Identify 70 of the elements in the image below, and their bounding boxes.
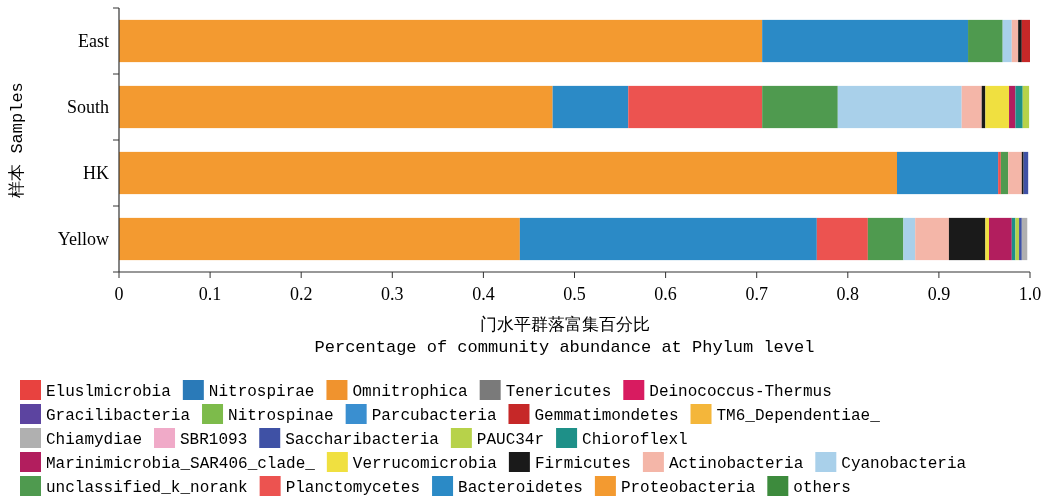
legend-label: Parcubacteria [371, 407, 497, 425]
x-axis-title: 门水平群落富集百分比 Percentage of community abundance at Phylum level [314, 315, 815, 357]
bar [915, 217, 949, 261]
bar [903, 217, 916, 261]
legend-label: Proteobacteria [620, 479, 756, 496]
legend-label: Bacteroidetes [458, 479, 583, 496]
legend-label: unclassified_k_norank [46, 479, 248, 496]
legend-label: Deinococcus-Thermus [649, 383, 832, 401]
legend-label: Cyanobacteria [841, 455, 967, 473]
bar [896, 151, 999, 195]
y-tick-label: South [66, 97, 109, 117]
bar [1015, 85, 1023, 129]
legend-label: Planctomycetes [285, 479, 421, 496]
legend-label: Gracilibacteria [46, 407, 191, 425]
x-tick-label: 0.3 [381, 284, 404, 304]
legend-label: TM6_Dependentiae_ [716, 407, 881, 425]
bar [119, 217, 520, 261]
bar [762, 19, 969, 63]
legend-label: Marinimicrobia_SAR406_clade_ [46, 455, 316, 473]
bar [519, 217, 817, 261]
x-tick-label: 0.4 [472, 284, 495, 304]
legend-label: Nitrospirae [208, 383, 315, 401]
x-tick-label: 0.6 [654, 284, 677, 304]
legend-label: Nitrospinae [228, 407, 334, 425]
x-tick-label: 1.0 [1018, 284, 1041, 304]
bar [1009, 85, 1016, 129]
x-tick-label: 0.9 [927, 284, 951, 304]
legend-label: Chiamydiae [46, 431, 143, 449]
bar [985, 85, 1010, 129]
bar [119, 19, 763, 63]
bar [968, 19, 1003, 63]
bar [119, 85, 553, 129]
legend-label: Verrucomicrobia [352, 455, 498, 473]
y-tick-label: HK [83, 163, 109, 183]
legend-label: Tenericutes [505, 383, 612, 401]
bar [985, 217, 990, 261]
legend-label: Firmicutes [534, 455, 631, 473]
bar [867, 217, 904, 261]
legend-label: others [793, 479, 851, 496]
bar [119, 151, 897, 195]
bar [1002, 19, 1012, 63]
legend-label: Chioroflexl [582, 431, 688, 449]
legend-label: Actinobacteria [668, 455, 804, 473]
bar [762, 85, 838, 129]
legend-label: Omnitrophica [352, 383, 469, 401]
bar [816, 217, 868, 261]
legend-label: Eluslmicrobia [46, 383, 172, 401]
x-tick-label: 0.8 [836, 284, 860, 304]
y-tick-label: East [78, 31, 109, 51]
legend-label: PAUC34r [476, 431, 545, 449]
y-tick-label: Yellow [57, 229, 109, 249]
legend-label: Saccharibacteria [285, 431, 440, 449]
x-tick-label: 0.7 [745, 284, 768, 304]
bar [628, 85, 763, 129]
bar [837, 85, 962, 129]
bar [948, 217, 986, 261]
bar [989, 217, 1012, 261]
y-axis-title: 样本 Samples [8, 82, 27, 198]
bar [1022, 85, 1030, 129]
legend-label: Gemmatimondetes [534, 407, 679, 425]
bar [1000, 151, 1009, 195]
bar [1008, 151, 1022, 195]
x-tick-label: 0.5 [563, 284, 586, 304]
x-tick-label: 0.2 [289, 284, 313, 304]
legend-label: SBR1093 [180, 431, 248, 449]
bar [552, 85, 629, 129]
bar [998, 151, 1001, 195]
bar [961, 85, 982, 129]
x-tick-label: 0 [114, 284, 124, 304]
x-tick-label: 0.1 [198, 284, 222, 304]
